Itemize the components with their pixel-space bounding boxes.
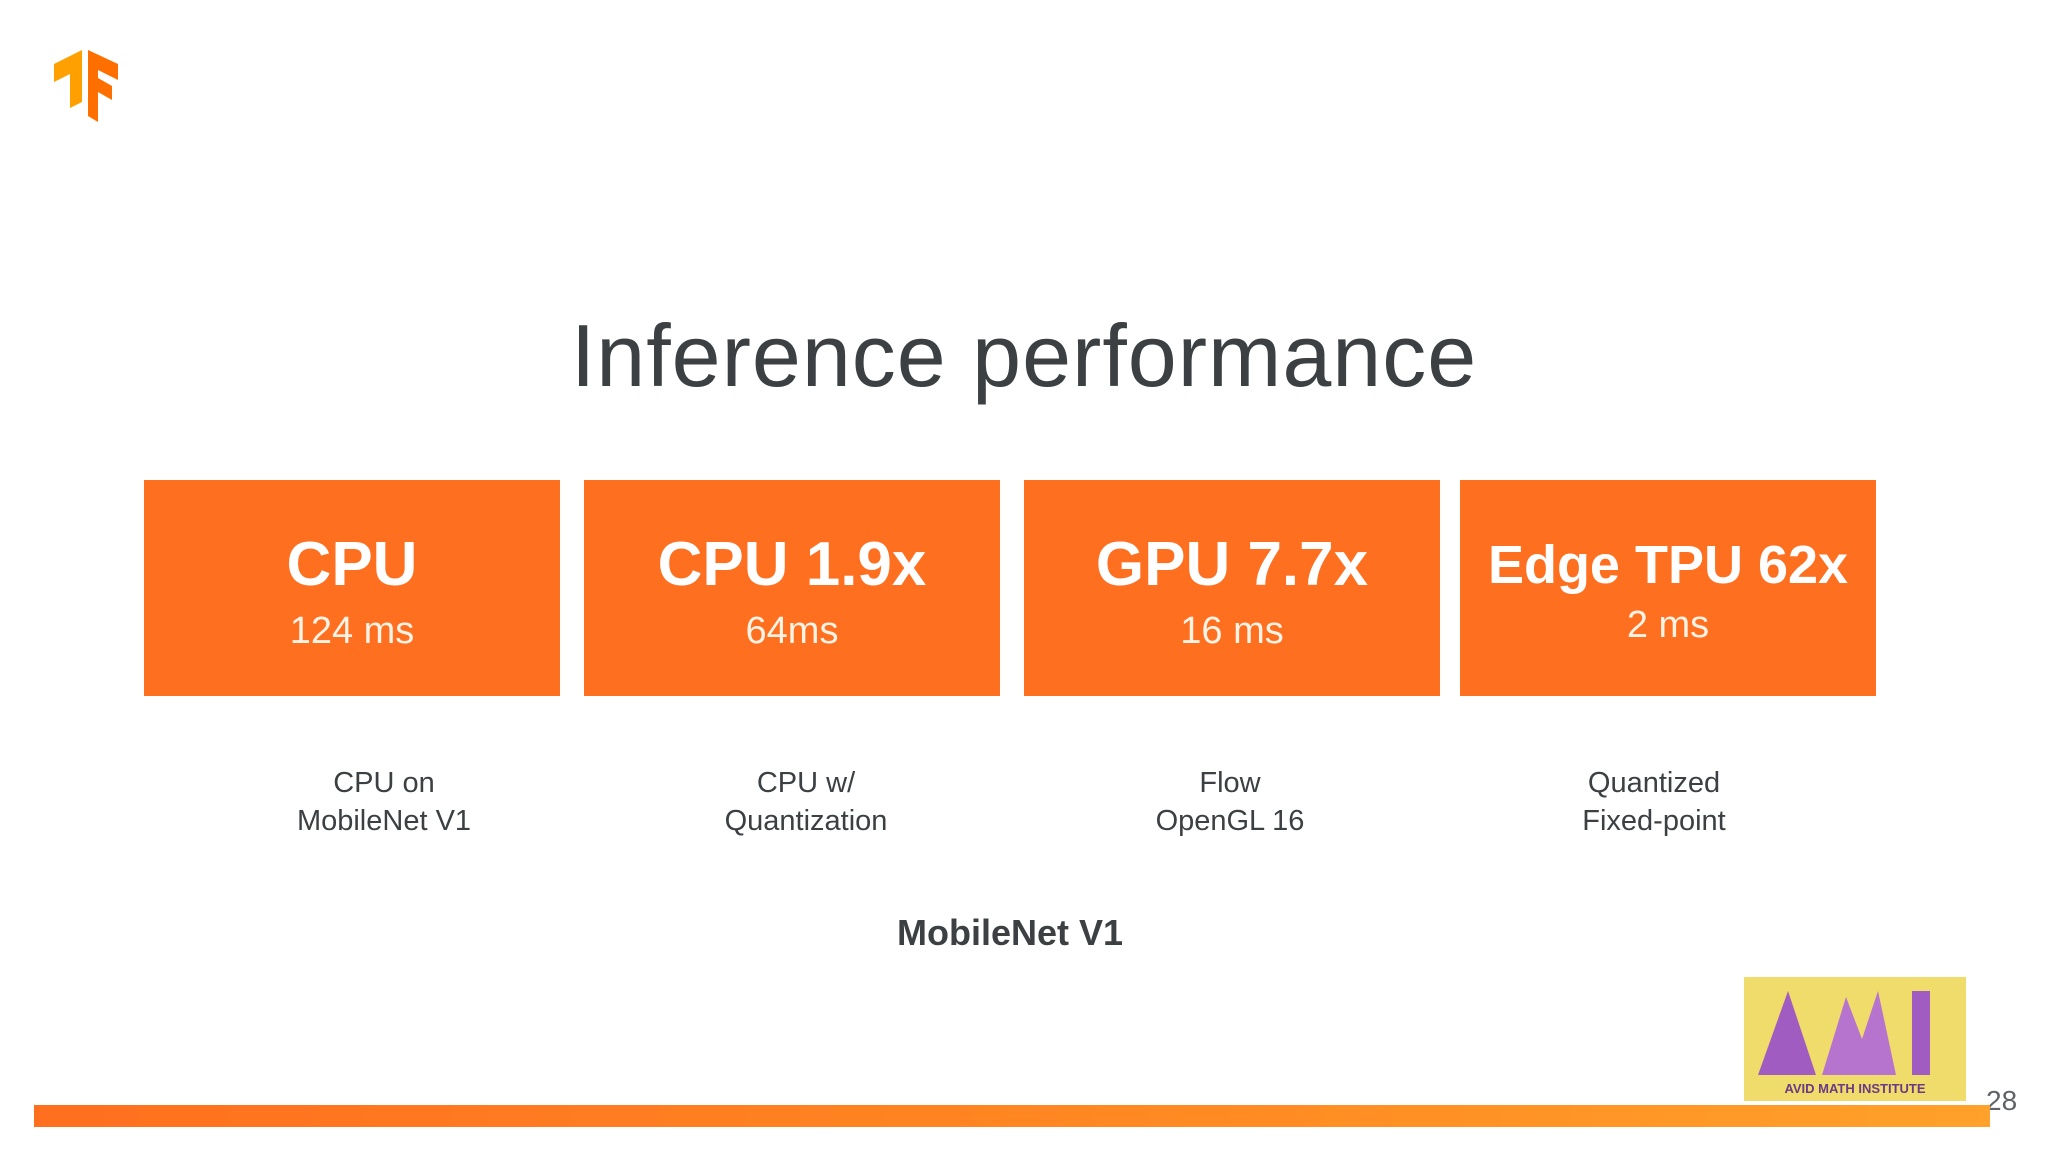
card-primary-label: Edge TPU 62x (1487, 535, 1849, 595)
caption-line: Quantization (724, 805, 888, 837)
page-number: 28 (1986, 1085, 2018, 1116)
caption-line: MobileNet V1 (296, 805, 472, 837)
bottom-accent-bar (34, 1105, 1990, 1127)
model-name-label: MobileNet V1 (896, 912, 1124, 953)
caption-cpu-quantized: CPU w/ Quantization (598, 764, 1014, 840)
watermark-text: AVID MATH INSTITUTE (1784, 1081, 1925, 1096)
caption-line: CPU on (333, 767, 435, 799)
caption-line: Quantized (1587, 767, 1721, 799)
card-primary-label: CPU 1.9x (657, 530, 927, 599)
performance-card-cpu: CPU 124 ms (144, 480, 560, 696)
performance-card-edge-tpu: Edge TPU 62x 2 ms (1460, 480, 1876, 696)
caption-line: Flow (1199, 767, 1261, 799)
avid-math-institute-logo: AVID MATH INSTITUTE (1744, 977, 1966, 1101)
card-primary-label: GPU 7.7x (1095, 530, 1369, 599)
caption-line: Fixed-point (1582, 805, 1726, 837)
caption-edge-tpu: Quantized Fixed-point (1446, 764, 1862, 840)
card-latency-label: 2 ms (1626, 604, 1710, 646)
card-latency-label: 124 ms (289, 610, 415, 652)
slide-title: Inference performance (570, 306, 1478, 405)
card-latency-label: 16 ms (1180, 610, 1284, 652)
performance-card-gpu: GPU 7.7x 16 ms (1024, 480, 1440, 696)
caption-gpu: Flow OpenGL 16 (1022, 764, 1438, 840)
tensorflow-logo-icon (52, 50, 122, 122)
caption-line: OpenGL 16 (1155, 805, 1305, 837)
caption-line: CPU w/ (756, 767, 856, 799)
card-latency-label: 64ms (745, 610, 839, 652)
performance-card-cpu-quantized: CPU 1.9x 64ms (584, 480, 1000, 696)
card-primary-label: CPU (286, 530, 418, 599)
caption-cpu: CPU on MobileNet V1 (176, 764, 592, 840)
